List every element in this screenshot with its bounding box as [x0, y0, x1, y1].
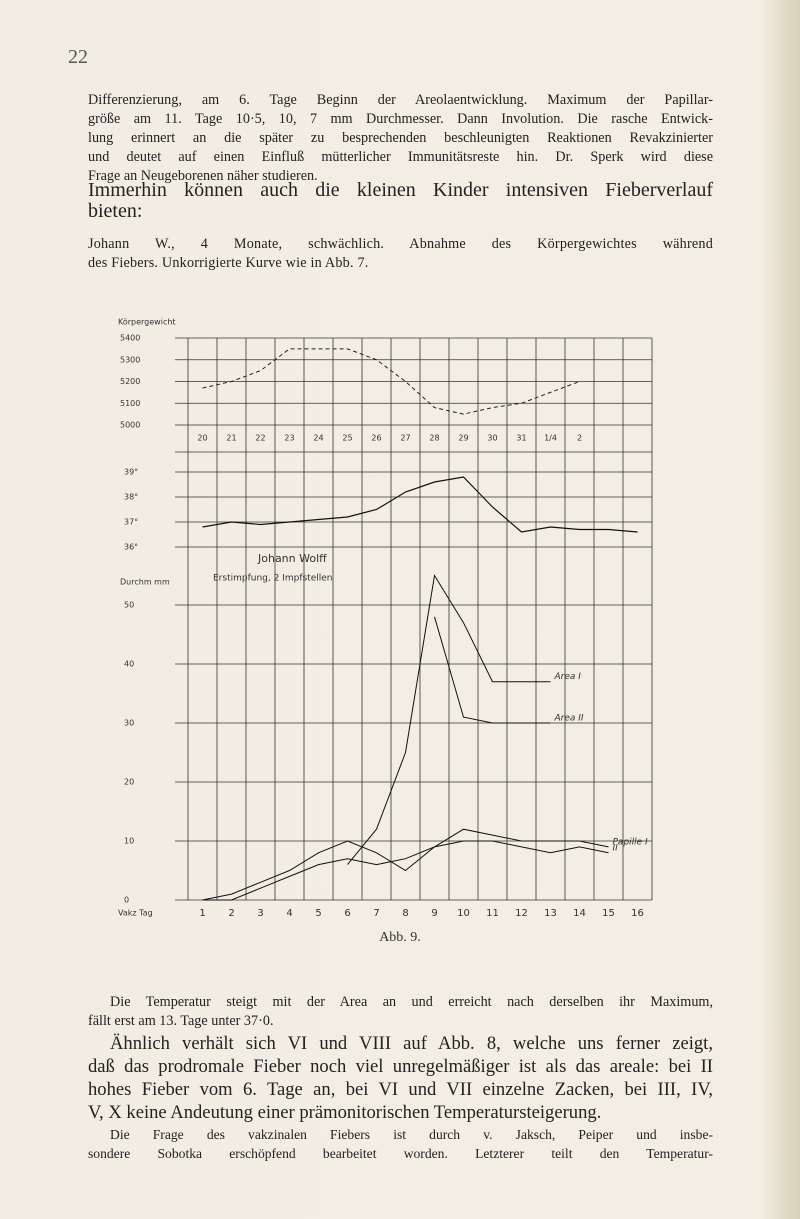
date-label: 26	[371, 434, 381, 443]
day-label: 12	[515, 908, 528, 919]
diameter-curve	[434, 616, 551, 724]
y-tick-label: 5000	[120, 421, 140, 430]
y-tick-label: 5400	[120, 334, 140, 343]
y-tick-label: 0	[124, 896, 129, 905]
text-line: Immerhin können auch die kleinen Kinder …	[88, 179, 713, 201]
day-label: 1	[199, 908, 205, 919]
day-label: 9	[431, 908, 437, 919]
temperature-curve	[202, 476, 638, 533]
date-label: 30	[487, 434, 497, 443]
diameter-curve	[347, 574, 551, 865]
date-label: 24	[313, 434, 323, 443]
day-label: 16	[631, 908, 644, 919]
diameter-curve	[202, 840, 609, 901]
date-label: 27	[400, 434, 410, 443]
y-tick-label: 5200	[120, 377, 140, 386]
day-label: 5	[315, 908, 321, 919]
date-label: 31	[516, 434, 526, 443]
day-label: 2	[228, 908, 234, 919]
text-line: daß das prodromale Fieber noch viel unre…	[88, 1056, 713, 1077]
page-number: 22	[68, 46, 88, 68]
date-label: 23	[284, 434, 294, 443]
y-tick-label: 5100	[120, 399, 140, 408]
y-tick-label: 37°	[124, 518, 138, 527]
legend-label: II	[613, 843, 619, 853]
y-tick-label: 20	[124, 778, 134, 787]
text-line: Die Temperatur steigt mit der Area an un…	[110, 994, 713, 1010]
text-line: lung erinnert an die später zu bespreche…	[88, 130, 713, 146]
text-line: Johann W., 4 Monate, schwächlich. Abnahm…	[88, 236, 713, 252]
text-line: größe am 11. Tage 10·5, 10, 7 mm Durchme…	[88, 111, 713, 127]
y-tick-label: 5300	[120, 355, 140, 364]
axis-label: Vakz Tag	[118, 909, 153, 918]
date-label: 29	[458, 434, 468, 443]
weight-curve	[202, 348, 580, 415]
legend-label: Area II	[554, 714, 584, 724]
y-tick-label: 40	[124, 660, 134, 669]
annotation: Erstimpfung, 2 Impfstellen	[213, 574, 332, 584]
date-label: 25	[342, 434, 352, 443]
day-label: 6	[344, 908, 350, 919]
y-tick-label: 39°	[124, 468, 138, 477]
text-line: bieten:	[88, 200, 143, 222]
text-line: hohes Fieber vom 6. Tage an, bei VI und …	[88, 1079, 713, 1100]
y-tick-label: 10	[124, 837, 134, 846]
date-label: 21	[226, 434, 236, 443]
text-line: V, X keine Andeutung einer prämonitorisc…	[88, 1102, 602, 1123]
text-line: des Fiebers. Unkorrigierte Kurve wie in …	[88, 255, 369, 271]
date-label: 2	[577, 434, 582, 443]
text-line: Differenzierung, am 6. Tage Beginn der A…	[88, 92, 713, 108]
caption: Abb. 9.	[379, 930, 421, 945]
date-label: 22	[255, 434, 265, 443]
day-label: 4	[286, 908, 292, 919]
day-label: 15	[602, 908, 615, 919]
y-tick-label: 30	[124, 719, 134, 728]
day-label: 11	[486, 908, 499, 919]
day-label: 10	[457, 908, 470, 919]
day-label: 7	[373, 908, 379, 919]
legend-label: Area I	[554, 672, 582, 682]
axis-label: Körpergewicht	[118, 318, 176, 327]
text-line: Ähnlich verhält sich VI und VIII auf Abb…	[110, 1033, 713, 1054]
day-label: 13	[544, 908, 557, 919]
y-tick-label: 36°	[124, 543, 138, 552]
date-label: 1/4	[544, 434, 557, 443]
y-tick-label: 50	[124, 601, 134, 610]
axis-label: Durchm mm	[120, 578, 170, 587]
day-label: 14	[573, 908, 586, 919]
text-line: fällt erst am 13. Tage unter 37·0.	[88, 1013, 274, 1029]
text-line: Frage an Neugeborenen näher studieren.	[88, 168, 318, 184]
text-line: sondere Sobotka erschöpfend bearbeitet w…	[88, 1146, 713, 1161]
date-label: 20	[197, 434, 207, 443]
date-label: 28	[429, 434, 439, 443]
text-line: Die Frage des vakzinalen Fiebers ist dur…	[110, 1127, 713, 1142]
day-label: 3	[257, 908, 263, 919]
day-label: 8	[402, 908, 408, 919]
diameter-curve	[202, 828, 609, 901]
annotation: Johann Wolff	[257, 552, 327, 565]
text-line: und deutet auf einen Einfluß mütterliche…	[88, 149, 713, 165]
legend-label: Papille I	[613, 837, 649, 847]
y-tick-label: 38°	[124, 493, 138, 502]
